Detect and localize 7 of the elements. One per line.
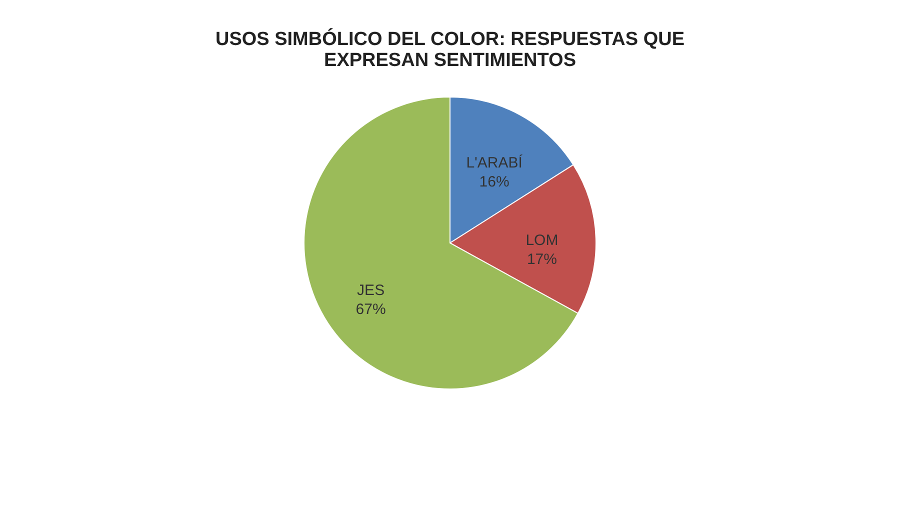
data-label: 16%: [479, 173, 510, 190]
slice-label: LOM: [526, 232, 558, 250]
chart-title: USOS SIMBÓLICO DEL COLOR: RESPUESTAS QUE EXPRESAN SENTIMIENTOS: [215, 28, 685, 71]
slice-label: L'ARABÍ: [466, 153, 524, 172]
slice-label: JES: [357, 282, 385, 299]
data-label: 17%: [526, 251, 557, 268]
data-label: 67%: [356, 300, 386, 318]
